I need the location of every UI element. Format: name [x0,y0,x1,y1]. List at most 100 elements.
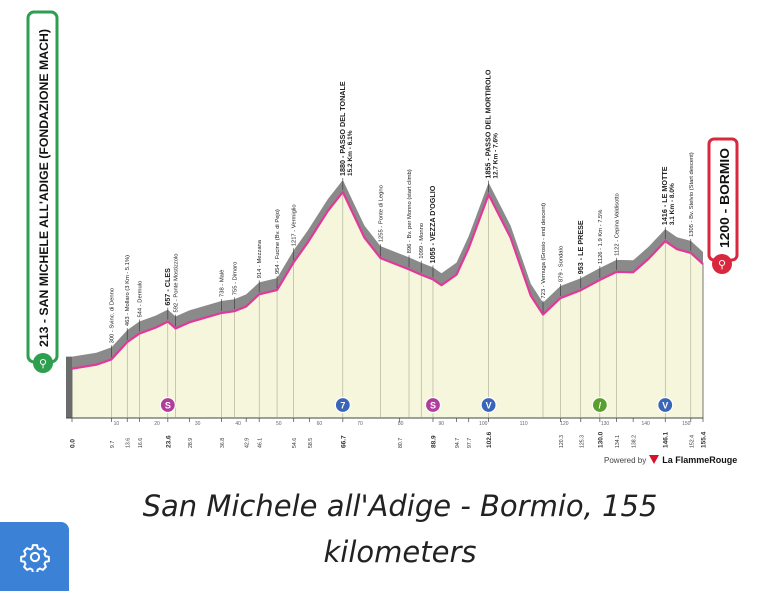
powered-by: Powered by La FlammeRouge [604,455,737,465]
kom-marker [657,396,674,414]
route-markers: S 7 S V / V [159,396,674,414]
svg-text:⚲: ⚲ [718,258,726,271]
place-label: 1055 - VEZZA D'OGLIO [428,185,437,263]
kom-marker-symbol: 7 [340,401,345,411]
x-tick-label: 0.0 [70,439,77,448]
place-label: 463 - Mollaro (3 Km - 5.1%) [125,255,131,326]
x-grid-label: 150 [682,421,691,427]
x-tick-label: 28.9 [188,438,194,448]
x-tick-label: 23.6 [165,435,172,448]
x-tick-label: 94.7 [455,438,461,448]
powered-by-label: Powered by [604,456,647,465]
place-sublabel: 15.2 Km - 6.1% [347,130,354,176]
x-tick-label: 134.1 [615,435,621,448]
place-sublabel: 12.7 Km - 7.6% [493,133,500,179]
place-label: 1255 - Ponte di Legno [379,185,385,242]
x-tick-label: 146.1 [663,431,670,448]
svg-text:⚲: ⚲ [39,357,47,370]
place-label: 738 - Malè [219,270,225,297]
profile-start-wall [66,356,72,418]
x-tick-label: 9.7 [110,441,116,448]
x-tick-label: 130.0 [597,431,604,448]
x-tick-label: 138.2 [632,435,638,448]
place-label: 1880 - PASSO DEL TONALE [338,81,347,176]
place-label: 896 - Bv. per Monno (start climb) [407,169,413,253]
x-tick-labels: 0.0 9.7 13.6 16.6 23.6 28.9 36.8 42.9 46.1 54.6 58… [70,418,708,448]
x-tick-label: 125.3 [579,435,585,448]
series-line [71,190,704,370]
start-badge: 213 - SAN MICHELE ALL'ADIGE (FONDAZIONE … [26,10,59,373]
place-label: 1122 - Cepina Valdisotto [615,193,621,256]
gear-icon [19,543,50,572]
feed-marker-symbol: / [599,401,602,411]
x-grid-label: 40 [235,421,241,427]
place-label: 755 - Dimaro [232,262,238,296]
sprint-marker-symbol: S [430,401,436,411]
x-grid-label: 60 [317,421,323,427]
powered-by-brand: La FlammeRouge [662,455,738,465]
place-label: 544 - Dermulo [137,281,143,318]
place-label: 1305 - Bv. Stelvio (Start descent) [689,152,695,237]
x-grid-label: 30 [195,421,201,427]
place-label: 1099 - Monno [419,223,425,259]
x-tick-label: 42.9 [245,438,251,448]
place-sublabel: 3.1 Km - 8.0% [669,183,676,225]
finish-label: 1200 - BORMIO [717,148,732,248]
finish-bike-icon [712,254,732,274]
caption-line-2: kilometers [323,535,477,569]
place-label: 1217 - Vermiglio [292,204,298,246]
x-grid-label: 20 [154,421,160,427]
x-grid-label: 130 [601,421,610,427]
place-label: 879 - Sondalo [558,246,564,282]
kom-marker [480,396,497,414]
place-label: 1416 - LE MOTTE [660,166,669,225]
x-tick-label: 66.7 [340,435,347,448]
place-label: 953 - LE PRESE [576,220,585,274]
x-tick-label: 120.3 [559,435,565,448]
sprint-marker [159,396,176,414]
place-label: 1126 - 1.9 Km - 7.5% [598,210,604,264]
place-label: 592 - Ponte Mostizzolo [174,253,180,312]
x-tick-label: 97.7 [467,438,473,448]
profile-line [71,190,704,370]
x-tick-label: 88.9 [430,435,437,448]
x-tick-label: 152.4 [689,435,695,448]
kom-marker-symbol: V [486,401,492,411]
x-tick-label: 54.6 [292,438,298,448]
sprint-marker-symbol: S [165,401,171,411]
x-grid-label: 140 [641,421,650,427]
start-label: 213 - SAN MICHELE ALL'ADIGE (FONDAZIONE … [39,29,51,347]
x-tick-label: 58.5 [308,438,314,448]
place-label: 954 - Fucine (Bv. di Pejo) [275,209,281,274]
x-tick-label: 16.6 [138,438,144,448]
x-tick-label: 46.1 [258,438,264,448]
start-bike-icon [33,353,53,373]
x-tick-label: 13.6 [126,438,132,448]
sprint-marker [424,396,442,414]
kom-marker-symbol: V [662,401,668,411]
place-label: 657 - CLES [163,268,172,306]
place-labels: 300 - Svinc. di Denno 463 - Mollaro (3 Km… [109,69,695,358]
kom-marker [334,396,351,414]
x-grid-label: 10 [114,421,120,427]
flamme-rouge-icon [649,455,660,464]
feed-marker [591,396,608,414]
place-label: 723 - Vernuga (Grosio - end descent) [541,203,547,299]
x-grid-label: 120 [560,421,569,427]
x-tick-label: 36.8 [220,438,226,448]
x-tick-label: 80.7 [398,438,404,448]
x-tick-label: 102.6 [486,431,493,448]
finish-badge: 1200 - BORMIO ⚲ [707,137,739,274]
x-grid-label: 70 [357,421,363,427]
place-label: 300 - Svinc. di Denno [109,288,115,343]
stage-profile-chart: 1020304050607080901001101201301401501000… [26,10,739,448]
x-grid-label: 100 [479,421,488,427]
x-grid-label: 90 [438,421,444,427]
x-grid-label: 50 [276,421,282,427]
settings-button[interactable] [0,522,69,591]
caption-line-1: San Michele all'Adige - Bormio, 155 [142,489,658,523]
place-label: 1855 - PASSO DEL MORTIROLO [484,69,493,179]
x-grid-label: 80 [398,421,404,427]
place-label: 914 - Mezzana [257,239,263,278]
x-tick-label: 155.4 [701,431,708,448]
